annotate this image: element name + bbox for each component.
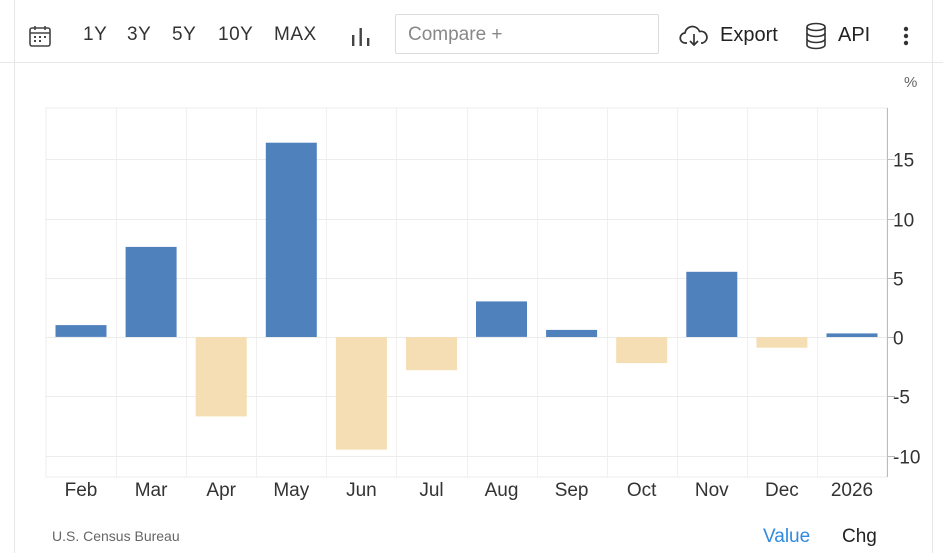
y-tick-label: -10: [893, 448, 920, 469]
x-tick-label: Feb: [65, 480, 98, 501]
bar-2026: [826, 333, 878, 337]
bar-oct: [616, 337, 668, 364]
x-tick-label: Jun: [346, 480, 377, 501]
toolbar: 1Y 3Y 5Y 10Y MAX Compare + Export API: [0, 0, 943, 63]
bar-nov: [686, 271, 738, 337]
y-tick-label: 0: [893, 329, 904, 350]
x-tick-label: 2026: [831, 480, 873, 501]
bar-dec: [756, 337, 808, 348]
x-tick-label: Oct: [627, 480, 657, 501]
x-tick-label: May: [273, 480, 309, 501]
bar-mar: [125, 246, 177, 337]
range-3y[interactable]: 3Y: [127, 24, 152, 45]
y-tick-label: 5: [893, 270, 904, 291]
cloud-download-icon[interactable]: [679, 24, 709, 48]
bar-feb: [55, 325, 107, 337]
y-tick-label: 15: [893, 151, 914, 172]
x-tick-label: Nov: [695, 480, 729, 501]
bar-jul: [406, 337, 457, 371]
x-tick-label: Jul: [419, 480, 443, 501]
bar-may: [265, 142, 317, 337]
range-5y[interactable]: 5Y: [172, 24, 197, 45]
export-button[interactable]: Export: [720, 24, 778, 46]
source-label: U.S. Census Bureau: [52, 528, 180, 544]
x-tick-label: Mar: [135, 480, 168, 501]
bar-aug: [476, 301, 527, 337]
unit-label: %: [904, 74, 918, 91]
bar-sep: [546, 329, 598, 337]
y-tick-label: -5: [893, 388, 910, 409]
compare-input[interactable]: Compare +: [395, 14, 659, 54]
api-button[interactable]: API: [838, 24, 871, 46]
bar-apr: [195, 337, 247, 417]
range-10y[interactable]: 10Y: [218, 24, 254, 45]
chart-frame: [14, 0, 933, 553]
x-tick-label: Aug: [485, 480, 519, 501]
database-icon[interactable]: [805, 22, 827, 50]
bar-chart-icon[interactable]: [350, 25, 372, 47]
bar-jun: [335, 337, 387, 450]
calendar-icon[interactable]: [28, 24, 52, 48]
y-tick-label: 10: [893, 211, 914, 232]
x-tick-label: Dec: [765, 480, 799, 501]
x-tick-label: Sep: [555, 480, 589, 501]
range-max[interactable]: MAX: [274, 24, 317, 45]
mode-chg-toggle[interactable]: Chg: [842, 526, 877, 547]
x-tick-label: Apr: [206, 480, 236, 501]
range-1y[interactable]: 1Y: [83, 24, 108, 45]
more-vertical-icon[interactable]: [899, 24, 913, 48]
mode-value-toggle[interactable]: Value: [763, 526, 811, 547]
